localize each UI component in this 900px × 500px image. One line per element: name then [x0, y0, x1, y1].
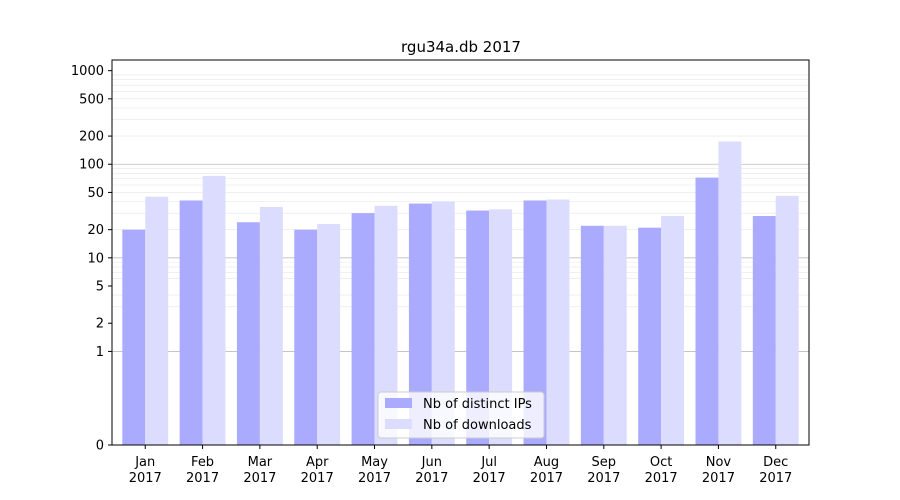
bar-ips: [179, 200, 203, 445]
bar-ips: [580, 225, 604, 445]
grid: [112, 74, 809, 352]
x-tick-label: May 2017: [358, 455, 391, 486]
y-tick-label: 20: [87, 223, 104, 238]
x-tick-label: Jul 2017: [473, 455, 506, 486]
y-tick-label: 200: [79, 130, 104, 145]
x-tick-label: Jun 2017: [415, 455, 448, 486]
x-tick-label: Feb 2017: [186, 455, 219, 486]
bar-ips: [523, 200, 547, 445]
bar-ips: [752, 215, 776, 445]
y-tick-label: 1000: [71, 64, 104, 79]
x-tick-label: Nov 2017: [702, 455, 735, 486]
y-tick-label: 500: [79, 92, 104, 107]
y-tick-label: 100: [79, 158, 104, 173]
bar-downloads: [718, 141, 742, 445]
x-axis: Jan 2017 Feb 2017 Mar 2017 Apr 2017 May 2017 Jun 20…: [129, 445, 792, 486]
legend-box: [377, 391, 545, 439]
x-tick-label: Sep 2017: [587, 455, 620, 486]
x-tick-label: Oct 2017: [645, 455, 678, 486]
x-tick-label: Aug 2017: [530, 455, 563, 486]
bar-ips: [294, 229, 318, 445]
legend-label-downloads: Nb of downloads: [423, 418, 532, 433]
legend: Nb of distinct IPs Nb of downloads: [377, 391, 545, 439]
plot-frame: [111, 59, 810, 446]
bar-ips: [695, 177, 719, 446]
y-tick-label: 10: [87, 251, 104, 266]
legend-label-ips: Nb of distinct IPs: [423, 397, 532, 412]
y-tick-label: 0: [96, 439, 104, 454]
bar-downloads: [431, 201, 455, 445]
bar-ips: [122, 229, 146, 445]
bar-downloads: [202, 175, 226, 445]
y-tick-label: 2: [96, 317, 104, 332]
bar-downloads: [489, 209, 513, 445]
y-axis: 0 1 2 5 10 20 50 100 200 500 1000: [71, 64, 112, 454]
y-tick-label: 50: [87, 186, 104, 201]
chart-title: rgu34a.db 2017: [401, 38, 521, 56]
bar-downloads: [661, 215, 685, 445]
x-tick-label: Dec 2017: [759, 455, 792, 486]
x-tick-label: Mar 2017: [243, 455, 276, 486]
y-tick-label: 1: [96, 345, 104, 360]
bars: [122, 141, 799, 446]
bar-ips: [638, 227, 662, 445]
legend-swatch-downloads: [385, 419, 412, 429]
bar-downloads: [259, 206, 283, 445]
bar-downloads: [317, 223, 341, 445]
bar-ips: [408, 203, 432, 445]
y-tick-label: 5: [96, 280, 104, 295]
bar-downloads: [374, 205, 398, 445]
bar-ips: [351, 213, 375, 445]
bar-ips: [236, 222, 260, 445]
x-tick-label: Apr 2017: [301, 455, 334, 486]
bar-downloads: [145, 196, 169, 445]
legend-swatch-ips: [385, 398, 412, 408]
bar-downloads: [775, 195, 799, 445]
x-tick-label: Jan 2017: [129, 455, 162, 486]
bar-downloads: [603, 225, 627, 445]
bar-downloads: [546, 199, 570, 445]
bar-ips: [466, 210, 490, 445]
